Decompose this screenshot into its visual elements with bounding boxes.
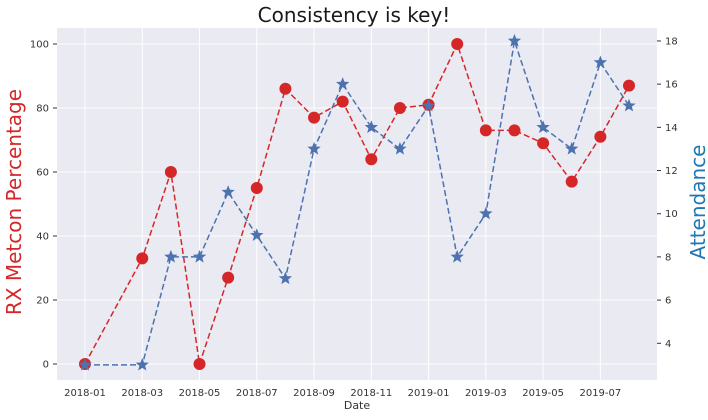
- series-point-2: [278, 271, 293, 285]
- plot-background: [57, 28, 657, 380]
- series-point-1: [451, 38, 464, 50]
- y-tick-label-right: 16: [665, 80, 678, 91]
- x-tick-label: 2018-03: [121, 388, 163, 399]
- y-tick-label-left: 20: [36, 296, 49, 307]
- y-tick-label-right: 6: [665, 296, 671, 307]
- series-point-2: [421, 98, 436, 112]
- y-tick-label-right: 12: [665, 166, 678, 177]
- series-point-1: [193, 358, 206, 370]
- y-tick-label-right: 4: [665, 339, 671, 350]
- series-point-1: [336, 95, 349, 108]
- series-point-2: [78, 357, 92, 371]
- series-point-2: [364, 120, 378, 133]
- series-point-1: [594, 130, 607, 143]
- x-axis-label: Date: [343, 399, 371, 412]
- x-tick-label: 2018-11: [350, 388, 392, 399]
- series-point-2: [250, 228, 264, 241]
- series-point-2: [479, 206, 493, 220]
- x-tick-label: 2018-07: [236, 388, 278, 399]
- y-tick-label-left: 0: [43, 360, 49, 371]
- series-point-2: [336, 77, 350, 90]
- y-tick-label-right: 14: [665, 123, 678, 134]
- y-tick-label-left: 40: [36, 232, 49, 243]
- series-point-1: [308, 111, 321, 124]
- x-tick-label: 2018-05: [179, 388, 221, 399]
- x-tick-label: 2018-01: [64, 388, 106, 399]
- series-point-1: [565, 175, 578, 188]
- series-point-2: [593, 55, 608, 69]
- y-tick-label-right: 10: [665, 209, 678, 220]
- series-point-1: [164, 166, 177, 178]
- y-tick-label-left: 60: [36, 168, 49, 179]
- series-point-2: [192, 249, 207, 263]
- y-axis-label-right: Attendance: [686, 144, 708, 260]
- y-tick-label-right: 18: [665, 36, 678, 47]
- series-point-1: [537, 137, 550, 150]
- y-axis-label-left: RX Metcon Percentage: [2, 88, 26, 316]
- series-point-1: [136, 252, 149, 265]
- series-point-2: [221, 185, 235, 198]
- x-tick-label: 2018-09: [293, 388, 335, 399]
- y-tick-label-right: 8: [665, 252, 671, 263]
- series-point-1: [508, 124, 521, 137]
- series-point-2: [565, 141, 579, 155]
- series-point-2: [307, 141, 321, 155]
- chart-title: Consistency is key!: [257, 3, 451, 27]
- x-tick-label: 2019-05: [522, 388, 564, 399]
- series-point-2: [536, 120, 550, 133]
- series-point-1: [393, 102, 406, 114]
- series-point-1: [479, 124, 492, 137]
- x-tick-label: 2019-07: [579, 388, 621, 399]
- y-tick-label-left: 80: [36, 104, 49, 115]
- y-tick-label-left: 100: [30, 40, 49, 51]
- series-point-2: [164, 249, 178, 263]
- series-point-1: [222, 271, 235, 284]
- x-tick-label: 2019-01: [408, 388, 450, 399]
- series-point-2: [507, 33, 522, 47]
- series-point-2: [135, 357, 149, 371]
- series-point-2: [622, 98, 636, 112]
- series-point-1: [250, 182, 263, 194]
- series-point-1: [279, 82, 292, 95]
- x-tick-label: 2019-03: [465, 388, 507, 399]
- series-point-1: [623, 79, 635, 92]
- series-point-1: [365, 153, 378, 166]
- series-point-2: [450, 249, 464, 263]
- series-point-2: [393, 141, 407, 155]
